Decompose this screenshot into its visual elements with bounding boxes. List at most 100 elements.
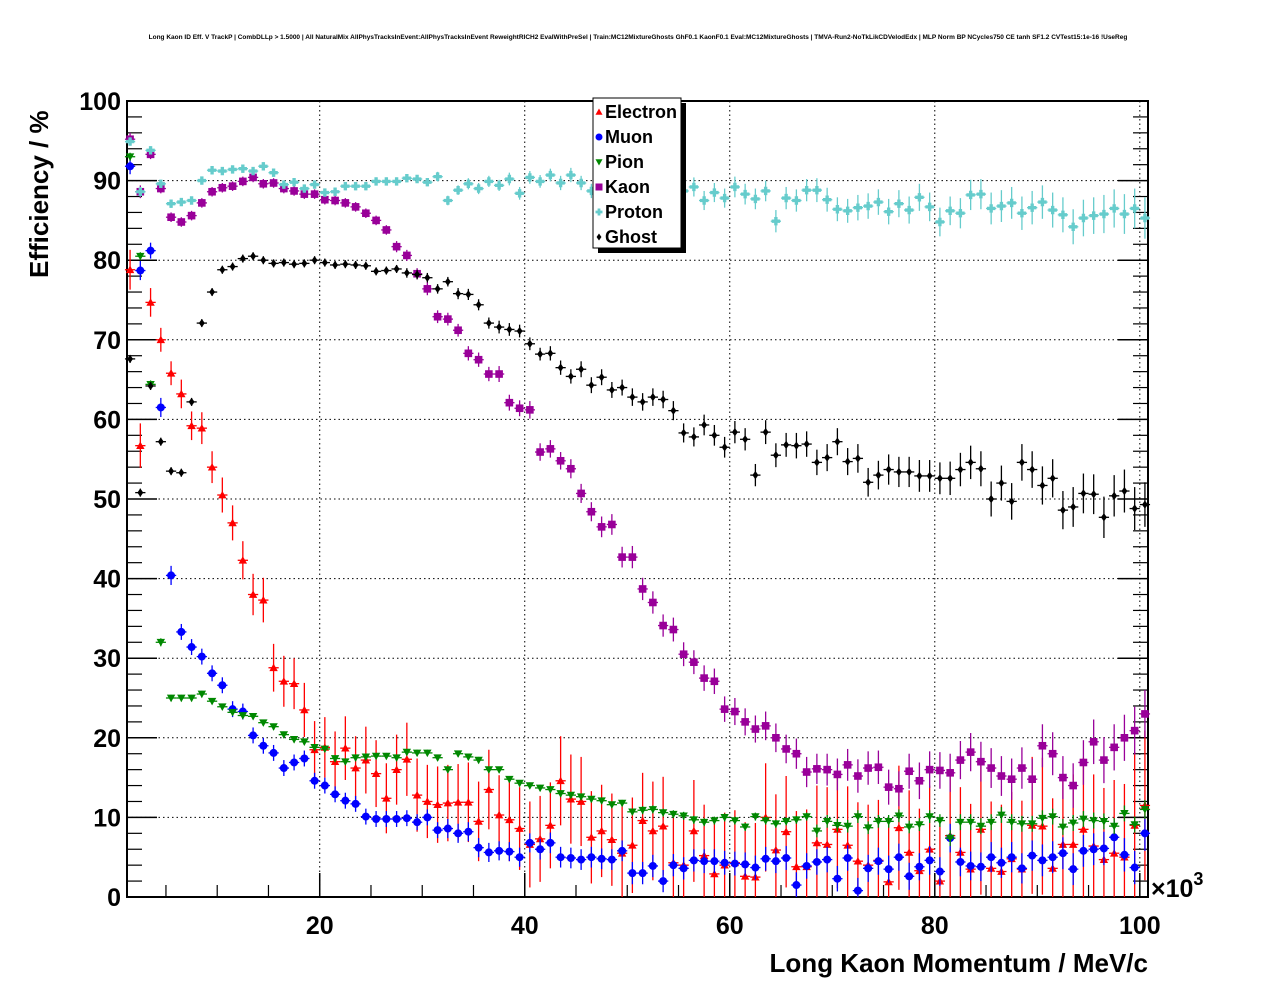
marker-triangle-up: [289, 679, 299, 688]
data-point-proton: [975, 179, 987, 210]
data-point-muon: [975, 852, 987, 882]
data-point-muon: [647, 854, 659, 878]
marker-cross: [986, 204, 996, 213]
marker-circle: [136, 266, 145, 275]
marker-triangle-up: [279, 677, 289, 685]
marker-circle: [126, 162, 135, 171]
marker-square: [813, 765, 821, 773]
marker-circle: [454, 829, 463, 838]
data-point-ghost: [924, 459, 935, 492]
marker-diamond: [988, 494, 995, 504]
data-point-muon: [873, 847, 884, 875]
marker-circle: [443, 824, 452, 833]
marker-triangle-up: [546, 821, 555, 829]
marker-square: [895, 784, 903, 793]
data-point-muon: [176, 623, 187, 640]
marker-square: [454, 326, 462, 335]
data-point-muon: [914, 853, 925, 881]
data-point-pion: [452, 750, 464, 758]
data-point-ghost: [668, 401, 679, 421]
data-point-kaon: [165, 212, 177, 222]
data-point-kaon: [924, 751, 935, 788]
data-point-pion: [616, 799, 628, 808]
marker-diamond: [629, 392, 636, 402]
data-point-muon: [822, 846, 833, 873]
data-point-ghost: [268, 259, 279, 268]
marker-circle: [648, 861, 657, 870]
data-point-proton: [258, 162, 269, 171]
marker-triangle-down: [976, 822, 986, 831]
marker-triangle-up: [382, 794, 391, 802]
data-point-kaon: [1068, 763, 1079, 808]
marker-diamond: [1039, 481, 1046, 490]
marker-cross: [956, 209, 965, 218]
data-point-pion: [760, 816, 771, 825]
marker-triangle-down: [218, 703, 227, 711]
data-point-pion: [945, 830, 956, 847]
marker-circle: [1038, 856, 1047, 865]
marker-square: [1007, 775, 1016, 783]
data-point-pion: [822, 815, 833, 828]
marker-triangle-down: [248, 712, 258, 721]
data-point-muon: [606, 849, 617, 870]
marker-circle: [1048, 853, 1057, 862]
marker-diamond: [239, 254, 246, 263]
marker-triangle-up: [341, 743, 350, 752]
marker-circle: [566, 853, 575, 862]
data-point-kaon: [729, 698, 741, 726]
data-point-ghost: [135, 488, 146, 497]
legend-entry-kaon: Kaon: [595, 177, 650, 197]
marker-circle: [484, 848, 493, 857]
marker-triangle-down: [1017, 820, 1027, 828]
marker-square: [259, 179, 268, 188]
marker-diamond: [393, 264, 400, 274]
marker-circle: [208, 669, 217, 678]
marker-triangle-down: [1120, 810, 1129, 818]
marker-diamond: [424, 273, 431, 282]
marker-cross: [259, 162, 268, 171]
data-point-muon: [955, 847, 966, 877]
marker-square: [966, 748, 975, 756]
data-point-proton: [873, 189, 884, 215]
legend-label: Ghost: [605, 227, 657, 247]
data-point-ghost: [442, 276, 453, 287]
marker-cross: [1140, 213, 1150, 223]
data-point-pion: [165, 694, 177, 703]
marker-triangle-up: [904, 848, 914, 856]
data-point-proton: [473, 182, 484, 195]
marker-diamond: [578, 365, 585, 374]
data-point-pion: [1057, 818, 1069, 835]
marker-cross: [1058, 210, 1068, 220]
data-point-proton: [155, 179, 166, 188]
data-point-ghost: [124, 354, 136, 364]
data-point-ghost: [852, 444, 864, 473]
data-point-proton: [934, 207, 946, 237]
marker-diamond: [567, 372, 574, 381]
data-point-ghost: [904, 456, 915, 488]
marker-square: [1038, 741, 1047, 750]
marker-triangle-down: [156, 638, 166, 647]
marker-triangle-down: [402, 748, 412, 757]
data-point-kaon: [1037, 724, 1048, 768]
marker-triangle-up: [494, 810, 504, 819]
marker-cross: [310, 180, 319, 189]
data-point-pion: [545, 786, 556, 794]
legend-entry-electron: Electron: [595, 102, 677, 122]
data-point-muon: [483, 842, 494, 862]
marker-triangle-down: [576, 793, 586, 801]
data-point-pion: [575, 793, 587, 801]
data-point-ghost: [401, 268, 412, 278]
data-point-ghost: [934, 462, 946, 495]
data-point-proton: [740, 183, 751, 205]
marker-triangle-up: [248, 590, 258, 598]
data-point-muon: [504, 842, 515, 862]
data-point-proton: [1016, 196, 1028, 230]
marker-triangle-down: [1027, 820, 1037, 828]
data-point-kaon: [658, 614, 669, 637]
data-point-muon: [791, 872, 802, 897]
marker-square: [833, 770, 842, 779]
data-point-muon: [904, 862, 915, 890]
data-point-kaon: [1129, 706, 1140, 755]
marker-cross: [822, 195, 832, 204]
data-point-ghost: [1119, 469, 1130, 513]
